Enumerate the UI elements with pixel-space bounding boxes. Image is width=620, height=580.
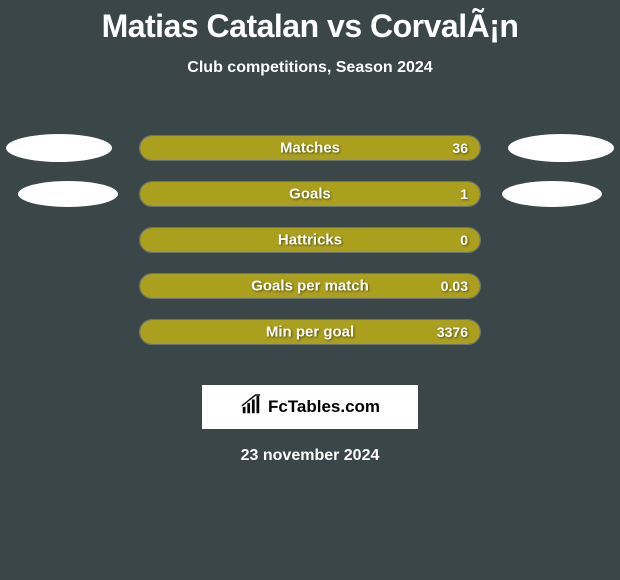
- stat-value: 3376: [437, 324, 468, 340]
- stat-label: Min per goal: [266, 324, 354, 341]
- placeholder-ellipse-left: [6, 134, 112, 162]
- stat-value: 0: [460, 232, 468, 248]
- chart-icon: [240, 394, 262, 421]
- stat-row: Hattricks 0: [0, 217, 620, 263]
- stat-label: Goals: [289, 186, 331, 203]
- placeholder-ellipse-right: [508, 134, 614, 162]
- page-subtitle: Club competitions, Season 2024: [0, 59, 620, 77]
- stat-bar-track: Min per goal 3376: [139, 319, 481, 345]
- stat-value: 1: [460, 186, 468, 202]
- date-text: 23 november 2024: [0, 447, 620, 465]
- stat-bar-track: Goals per match 0.03: [139, 273, 481, 299]
- stat-bar-track: Hattricks 0: [139, 227, 481, 253]
- stat-label: Hattricks: [278, 232, 342, 249]
- stat-label: Goals per match: [251, 278, 369, 295]
- stat-value: 0.03: [441, 278, 468, 294]
- logo-box: FcTables.com: [202, 385, 418, 429]
- placeholder-ellipse-left: [18, 181, 118, 207]
- page-title: Matias Catalan vs CorvalÃ¡n: [0, 0, 620, 45]
- logo-content: FcTables.com: [240, 394, 380, 421]
- stat-row: Matches 36: [0, 125, 620, 171]
- stat-bar-track: Goals 1: [139, 181, 481, 207]
- stat-row: Goals 1: [0, 171, 620, 217]
- infographic-container: Matias Catalan vs CorvalÃ¡n Club competi…: [0, 0, 620, 465]
- placeholder-ellipse-right: [502, 181, 602, 207]
- stat-row: Min per goal 3376: [0, 309, 620, 355]
- stat-bar-track: Matches 36: [139, 135, 481, 161]
- stat-value: 36: [452, 140, 468, 156]
- logo-text: FcTables.com: [268, 397, 380, 417]
- chart-area: Matches 36 Goals 1 Hattricks 0 Goals per match…: [0, 125, 620, 355]
- stat-label: Matches: [280, 140, 340, 157]
- stat-row: Goals per match 0.03: [0, 263, 620, 309]
